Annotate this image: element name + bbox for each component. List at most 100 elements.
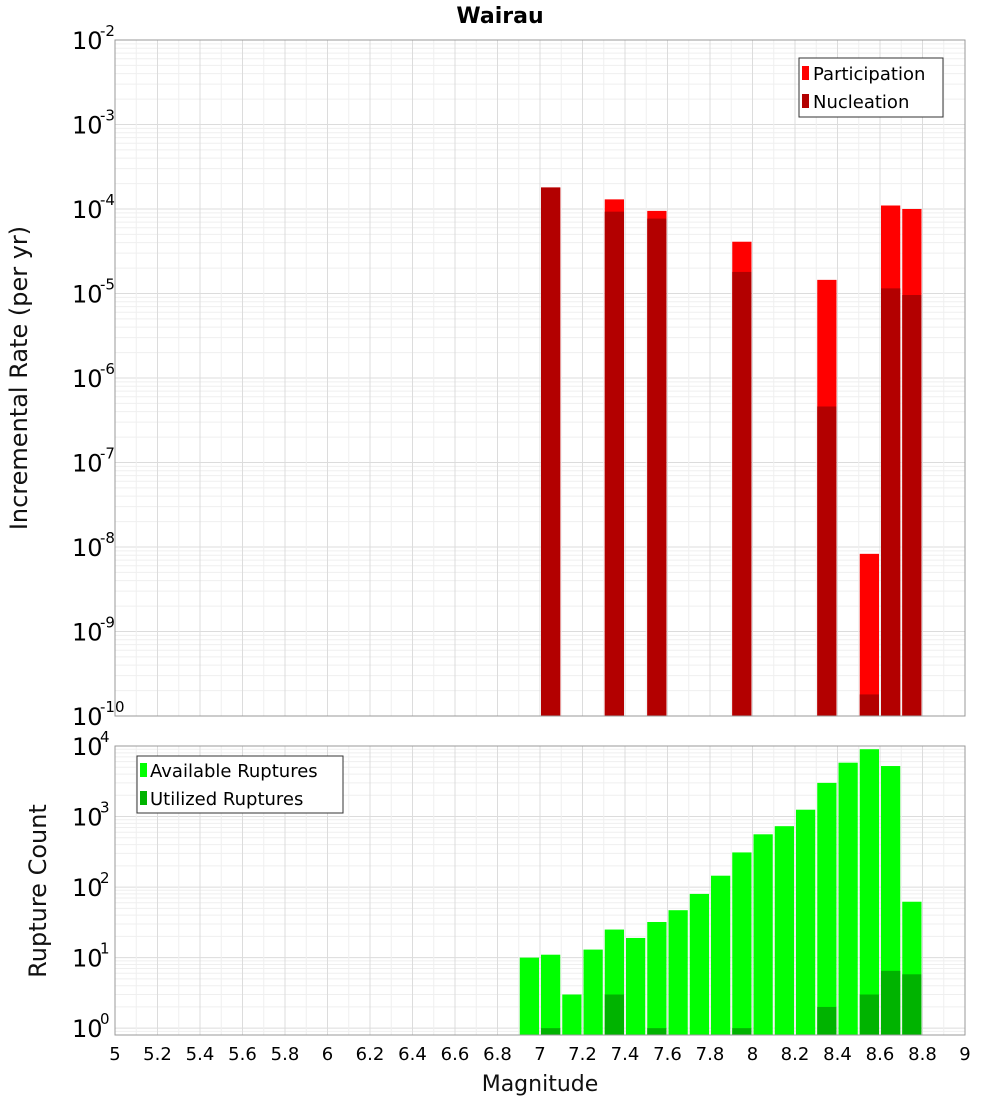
top-y-tick-exponent: -6 — [100, 360, 115, 378]
x-tick-label: 5.2 — [143, 1044, 172, 1065]
x-tick-label: 7.6 — [653, 1044, 682, 1065]
bottom-bar-utilized-ruptures — [732, 1028, 752, 1035]
top-plot-y-ticks: 10-210-310-410-510-610-710-810-910-10 — [72, 22, 125, 731]
top-y-tick-base: 10 — [72, 365, 103, 393]
x-tick-label: 7 — [534, 1044, 545, 1065]
bottom-bar-available-ruptures — [541, 954, 561, 1035]
utilized-ruptures-legend-swatch — [140, 791, 147, 805]
top-bar-nucleation — [817, 406, 837, 716]
x-tick-label: 6.6 — [441, 1044, 470, 1065]
bottom-y-tick-label: 103 — [72, 799, 110, 832]
top-y-tick-base: 10 — [72, 703, 103, 731]
chart-title: Wairau — [456, 4, 543, 29]
top-bar-nucleation — [732, 271, 752, 716]
bottom-bar-available-ruptures — [796, 809, 816, 1035]
x-tick-label: 7.4 — [611, 1044, 640, 1065]
x-tick-label: 6.8 — [483, 1044, 512, 1065]
top-y-tick-label: 10-8 — [72, 529, 115, 562]
bottom-plot-frame — [114, 745, 966, 1036]
top-y-tick-base: 10 — [72, 196, 103, 224]
bottom-y-tick-base: 10 — [72, 1015, 103, 1043]
bottom-bar-available-ruptures — [689, 893, 709, 1035]
top-y-tick-label: 10-10 — [72, 698, 125, 731]
top-y-tick-exponent: -2 — [100, 22, 115, 40]
top-y-tick-base: 10 — [72, 619, 103, 647]
x-tick-label: 5.6 — [228, 1044, 257, 1065]
top-bar-participation — [859, 553, 879, 716]
top-plot-bars — [541, 187, 922, 717]
top-plot-grid — [114, 40, 966, 717]
top-bar-nucleation — [859, 694, 879, 716]
participation-legend-swatch — [802, 66, 809, 80]
bottom-bar-utilized-ruptures — [902, 974, 922, 1035]
x-tick-label: 8.6 — [866, 1044, 895, 1065]
bottom-y-tick-base: 10 — [72, 733, 103, 761]
participation-legend-label: Participation — [813, 64, 925, 85]
bottom-y-tick-label: 102 — [72, 869, 110, 902]
x-axis-ticks: 5 5.2 5.4 5.6 5.8 6 6.2 6.4 6.6 6.8 7 7.2 7.4 7.6 7.8 8… — [109, 1044, 970, 1065]
bottom-bar-available-ruptures — [753, 834, 773, 1035]
x-tick-label: 8.2 — [781, 1044, 810, 1065]
bottom-legend: Available Ruptures Utilized Ruptures — [136, 755, 344, 814]
bottom-bar-available-ruptures — [711, 875, 731, 1035]
top-y-tick-label: 10-4 — [72, 191, 115, 224]
bottom-bar-utilized-ruptures — [541, 1028, 561, 1035]
bottom-y-tick-base: 10 — [72, 945, 103, 973]
bottom-bar-available-ruptures — [668, 910, 688, 1035]
x-tick-label: 6 — [322, 1044, 333, 1065]
bottom-y-tick-label: 104 — [72, 728, 110, 761]
x-tick-label: 7.2 — [568, 1044, 597, 1065]
bottom-y-tick-base: 10 — [72, 874, 103, 902]
x-tick-label: 5 — [109, 1044, 120, 1065]
top-bar-nucleation — [881, 288, 901, 716]
bottom-bar-available-ruptures — [583, 949, 603, 1035]
top-y-tick-exponent: -7 — [100, 445, 115, 463]
bottom-legend-box — [136, 755, 344, 814]
bottom-bar-available-ruptures — [817, 782, 837, 1035]
top-y-tick-label: 10-5 — [72, 276, 115, 309]
bottom-bar-utilized-ruptures — [881, 970, 901, 1035]
bottom-bar-utilized-ruptures — [859, 994, 879, 1035]
x-tick-label: 8.4 — [823, 1044, 852, 1065]
bottom-bar-available-ruptures — [881, 766, 901, 1035]
bottom-y-tick-label: 100 — [72, 1010, 110, 1043]
x-tick-label: 5.4 — [186, 1044, 215, 1065]
nucleation-legend-swatch — [802, 94, 809, 108]
bottom-bar-available-ruptures — [562, 994, 582, 1035]
bottom-y-tick-exponent: 1 — [100, 940, 110, 958]
bottom-y-tick-base: 10 — [72, 804, 103, 832]
top-y-tick-label: 10-9 — [72, 614, 115, 647]
top-y-tick-exponent: -3 — [100, 107, 115, 125]
top-bar-nucleation — [604, 211, 624, 716]
bottom-y-axis-label: Rupture Count — [24, 804, 52, 978]
x-tick-label: 8 — [747, 1044, 758, 1065]
top-y-tick-base: 10 — [72, 450, 103, 478]
top-y-axis-label: Incremental Rate (per yr) — [5, 226, 33, 530]
top-y-tick-exponent: -8 — [100, 529, 115, 547]
x-tick-label: 9 — [959, 1044, 970, 1065]
top-y-tick-exponent: -5 — [100, 276, 115, 294]
x-tick-label: 5.8 — [271, 1044, 300, 1065]
top-y-tick-exponent: -9 — [100, 614, 115, 632]
top-legend-box — [798, 57, 944, 118]
x-tick-label: 7.8 — [696, 1044, 725, 1065]
available-ruptures-legend-swatch — [140, 763, 147, 777]
bottom-bar-available-ruptures — [626, 937, 646, 1035]
bottom-bar-utilized-ruptures — [817, 1006, 837, 1035]
top-y-tick-label: 10-3 — [72, 107, 115, 140]
bottom-bar-utilized-ruptures — [604, 994, 624, 1035]
x-tick-label: 6.4 — [398, 1044, 427, 1065]
bottom-bar-available-ruptures — [732, 852, 752, 1035]
x-tick-label: 8.8 — [908, 1044, 937, 1065]
bottom-y-tick-exponent: 4 — [100, 728, 110, 746]
top-y-tick-base: 10 — [72, 281, 103, 309]
top-bar-nucleation — [902, 294, 922, 716]
bottom-y-tick-exponent: 0 — [100, 1010, 110, 1028]
bottom-plot-bars — [519, 749, 922, 1035]
top-bar-nucleation — [647, 218, 667, 716]
bottom-y-tick-label: 101 — [72, 940, 110, 973]
top-plot-frame — [114, 39, 966, 717]
bottom-y-tick-exponent: 2 — [100, 869, 110, 887]
top-y-tick-exponent: -4 — [100, 191, 115, 209]
